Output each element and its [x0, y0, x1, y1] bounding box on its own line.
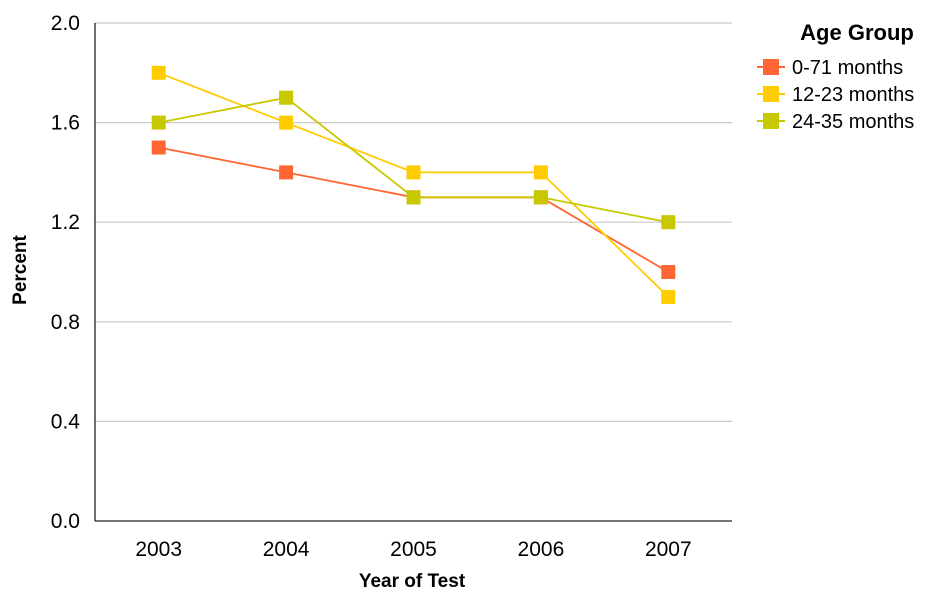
data-point: [533, 190, 548, 205]
y-tick-label: 0.4: [51, 410, 81, 433]
series-line: [158, 71, 669, 298]
data-point: [406, 165, 421, 180]
legend-items: 0-71 months 12-23 months 24-35 months: [757, 57, 914, 133]
legend-label: 12-23 months: [792, 84, 914, 106]
y-tick-label: 1.6: [51, 112, 80, 135]
series-lines: [158, 71, 669, 298]
y-axis-title: Percent: [10, 234, 31, 304]
data-point: [661, 215, 676, 230]
legend-label: 0-71 months: [792, 57, 903, 79]
y-tick-label: 0.0: [51, 510, 80, 533]
y-tick-label: 2.0: [51, 12, 80, 35]
data-point: [151, 65, 166, 80]
data-point: [533, 165, 548, 180]
x-tick-label: 2005: [390, 538, 437, 561]
series-markers: [151, 65, 676, 304]
gridlines: [95, 22, 732, 422]
x-axis-title: Year of Test: [359, 571, 466, 592]
data-point: [661, 289, 676, 304]
data-point: [661, 265, 676, 279]
data-point: [151, 140, 166, 155]
x-tick-label: 2006: [518, 538, 565, 561]
y-tick-label: 1.2: [51, 211, 80, 234]
legend-label: 24-35 months: [792, 111, 914, 133]
y-tick-labels: 0.0 0.4 0.8 1.2 1.6 2.0: [51, 12, 81, 533]
data-point: [406, 190, 421, 205]
data-point: [279, 165, 294, 180]
x-tick-label: 2003: [135, 538, 182, 561]
legend-swatch: [763, 86, 779, 102]
y-tick-label: 0.8: [51, 311, 80, 334]
axes: [94, 23, 732, 522]
data-point: [151, 115, 166, 130]
legend-swatch: [763, 113, 779, 129]
legend: Age Group 0-71 months 12-23 months 24-35 m…: [757, 20, 914, 133]
legend-title: Age Group: [800, 20, 914, 45]
x-tick-label: 2004: [263, 538, 310, 561]
x-tick-labels: 2003 2004 2005 2006 2007: [135, 538, 691, 561]
legend-swatch: [763, 59, 779, 75]
data-point: [279, 90, 294, 105]
data-point: [279, 115, 294, 130]
x-tick-label: 2007: [645, 538, 692, 561]
